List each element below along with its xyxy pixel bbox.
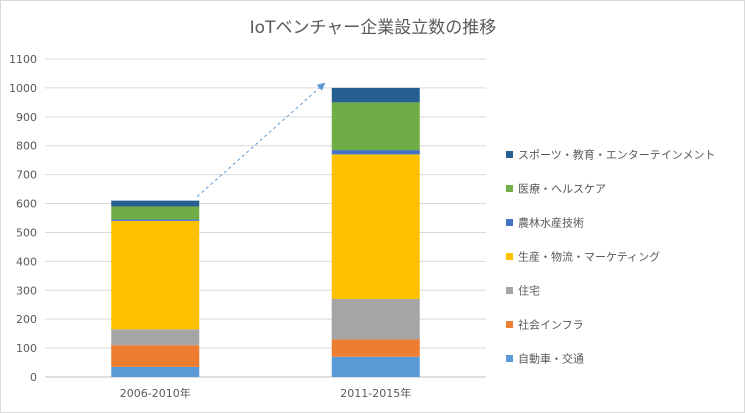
chart-title: IoTベンチャー企業設立数の推移 [250,18,497,38]
bars [111,87,420,377]
y-tick-label: 300 [16,284,37,297]
x-category-label: 2011-2015年 [340,386,411,400]
gridlines [45,58,486,378]
y-axis-tick-labels: 0 100 200 300 400 500 600 700 800 900 1000 1100 [9,53,37,384]
legend: スポーツ・教育・エンターテインメント医療・ヘルスケア農林水産技術生産・物流・マー… [506,148,715,366]
legend-label: 医療・ヘルスケア [518,182,606,196]
bar-segment [331,298,420,340]
bar-segment [111,219,200,221]
bar-segment [111,329,200,346]
trend-arrow [196,82,326,198]
bar-segment [111,206,200,220]
y-tick-label: 600 [16,198,37,211]
legend-label: 住宅 [518,284,540,298]
bar-segment [111,366,200,377]
bar-segment [111,200,200,207]
legend-swatch [506,253,513,260]
y-tick-label: 100 [16,342,37,355]
legend-swatch [506,219,513,226]
legend-label: スポーツ・教育・エンターテインメント [518,148,715,162]
bar-segment [331,102,420,151]
y-tick-label: 500 [16,226,37,239]
legend-label: 農林水産技術 [518,216,584,230]
legend-swatch [506,151,513,158]
legend-swatch [506,287,513,294]
legend-label: 自動車・交通 [518,352,584,366]
y-tick-label: 1100 [9,53,37,66]
bar-segment [111,220,200,330]
bar-segment [331,356,420,377]
bar-segment [331,339,420,357]
y-tick-label: 900 [16,111,37,124]
y-tick-label: 1000 [9,82,37,95]
x-axis-category-labels: 2006-2010年 2011-2015年 [120,386,411,400]
y-tick-label: 0 [30,371,37,384]
legend-label: 社会インフラ [518,318,584,332]
legend-swatch [506,185,513,192]
legend-swatch [506,321,513,328]
x-category-label: 2006-2010年 [120,386,191,400]
bar-segment [331,154,420,299]
bar-segment [111,345,200,367]
y-tick-label: 400 [16,255,37,268]
bar-segment [331,150,420,155]
y-tick-label: 700 [16,169,37,182]
legend-label: 生産・物流・マーケティング [518,250,660,264]
legend-swatch [506,355,513,362]
y-tick-label: 200 [16,313,37,326]
dashed-arrow [196,82,326,198]
bar-segment [331,87,420,103]
y-tick-label: 800 [16,140,37,153]
